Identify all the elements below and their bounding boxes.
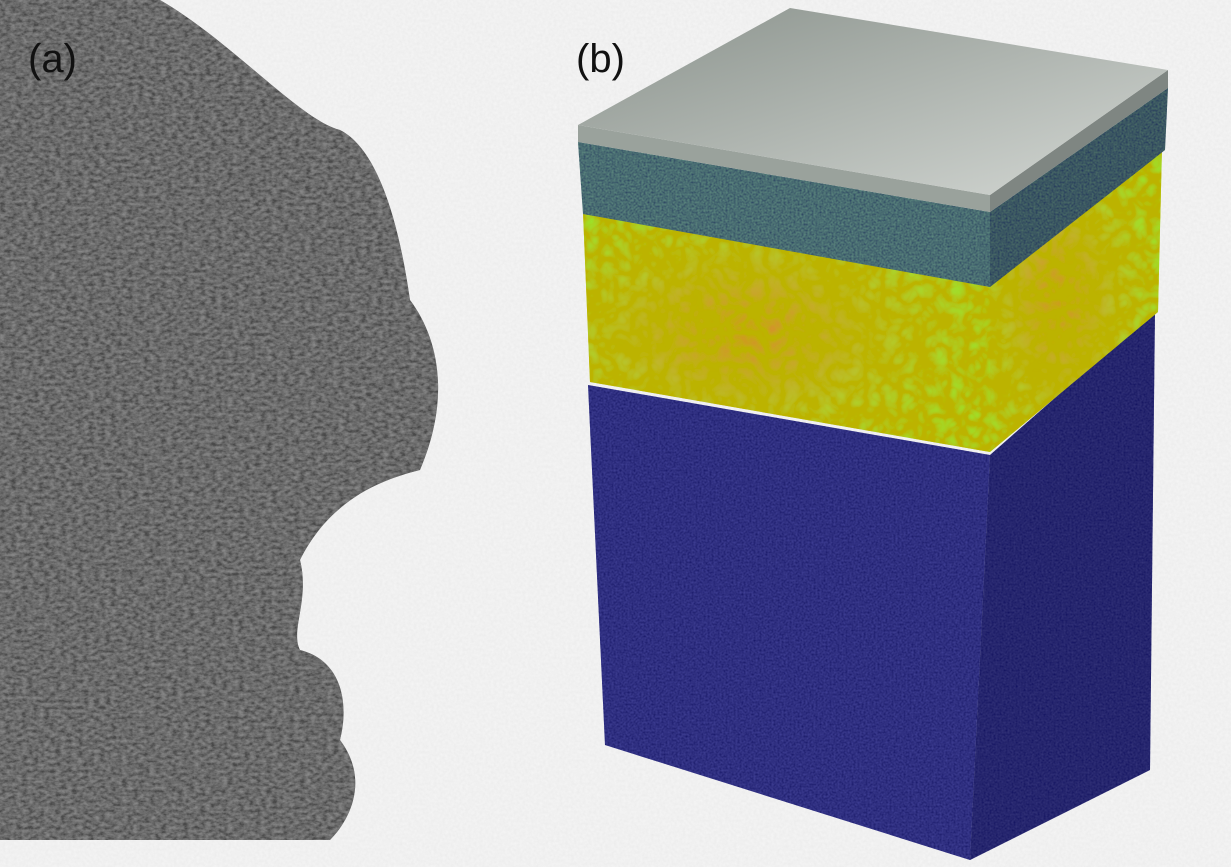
substrate-front	[588, 385, 990, 860]
interlayer-side	[990, 88, 1168, 287]
interlayer-front	[578, 142, 990, 287]
porous-layer-front	[583, 212, 990, 452]
electrode-top	[578, 8, 1168, 195]
substrate-side	[970, 310, 1155, 860]
electrode-front	[578, 125, 990, 212]
tem-image	[0, 0, 439, 840]
device-schematic	[578, 8, 1168, 860]
electrode-side	[990, 70, 1168, 212]
porous-layer-side	[990, 148, 1162, 452]
panel-label: (b)	[576, 37, 625, 81]
panel-label: (a)	[28, 37, 77, 81]
